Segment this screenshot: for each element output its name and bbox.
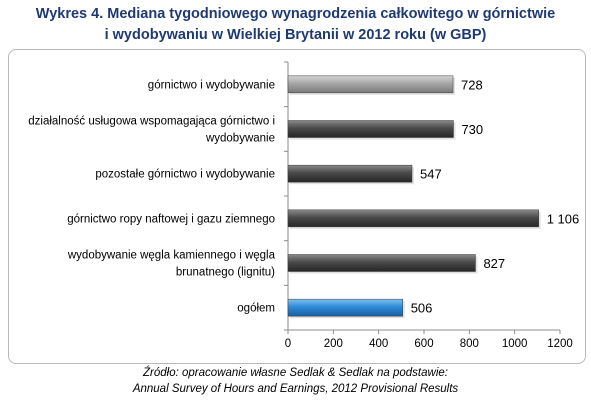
category-label: działalność usługowa wspomagająca górnic… [28,116,275,128]
bar-value-label: 728 [461,77,483,92]
bar-group: 728 górnictwo i wydobywanie [148,75,483,95]
bar-group: 547 pozostałe górnictwo i wydobywanie [95,164,442,185]
chart-title-line-1: Wykres 4. Mediana tygodniowego wynagrodz… [35,6,556,22]
bar-group: 827 wydobywanie węgla kamiennego i węgla b… [67,250,505,279]
category-label: wydobywanie [205,133,275,145]
bar [287,254,476,272]
bar [287,209,539,228]
source-line-2: Annual Survey of Hours and Earnings, 201… [132,383,459,395]
x-tick-label: 200 [324,338,343,350]
category-label: brunatnego (lignitu) [176,267,275,279]
source-note: Źródło: opracowanie własne Sedlak & Sedl… [0,365,591,397]
bar-group: 730 działalność usługowa wspomagająca gór… [28,116,483,145]
bar-value-label: 827 [483,256,505,271]
category-label: górnictwo ropy naftowej i gazu ziemnego [67,213,275,225]
x-tick-label: 600 [414,338,433,350]
bar [287,120,454,138]
bar-value-label: 730 [461,122,483,137]
chart-title: Wykres 4. Mediana tygodniowego wynagrodz… [0,4,591,46]
bar-value-label: 1 106 [547,211,580,226]
category-label: ogółem [237,303,275,315]
x-tick-label: 0 [285,338,291,350]
x-tick-label: 800 [460,338,479,350]
category-label: górnictwo i wydobywanie [148,79,275,91]
bar [287,298,403,317]
bar-group: 506 ogółem [237,298,433,319]
bar [287,75,454,94]
x-tick-label: 1200 [547,338,573,350]
x-tick-label: 400 [369,338,388,350]
source-line-1: Źródło: opracowanie własne Sedlak & Sedl… [143,367,448,379]
bar [287,164,413,183]
chart-title-line-2: i wydobywaniu w Wielkiej Brytanii w 2012… [104,27,487,43]
category-label: pozostałe górnictwo i wydobywanie [95,169,275,181]
x-tick-label: 1000 [502,338,528,350]
bar-value-label: 506 [411,301,433,316]
bar-value-label: 547 [420,167,442,182]
bar-group: 1 106 górnictwo ropy naftowej i gazu ziem… [67,209,580,229]
category-label: wydobywanie węgla kamiennego i węgla [67,250,276,262]
